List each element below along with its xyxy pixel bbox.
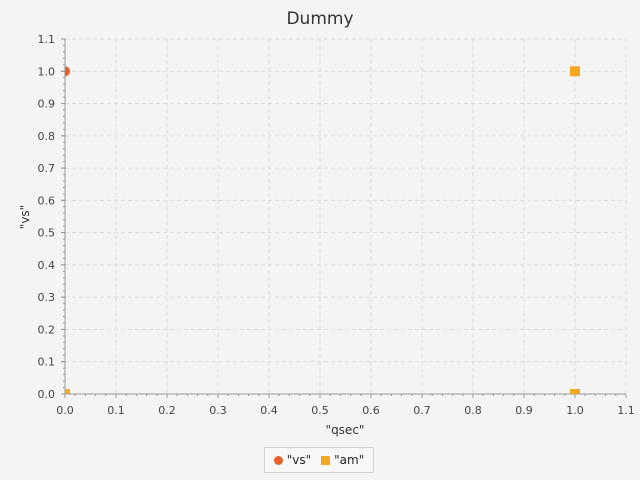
x-tick-label: 0.7 xyxy=(413,404,431,417)
data-point-circle xyxy=(65,66,70,77)
legend-item-vs: "vs" xyxy=(273,453,312,467)
x-tick-label: 0.6 xyxy=(362,404,380,417)
x-tick-label: 0.8 xyxy=(464,404,482,417)
data-point-square xyxy=(570,389,580,394)
data-point-square xyxy=(570,66,580,77)
y-tick-label: 1.0 xyxy=(38,65,56,78)
y-tick-label: 0.8 xyxy=(38,130,56,143)
plot-area xyxy=(65,39,626,394)
square-marker-icon xyxy=(321,455,331,465)
circle-marker-icon xyxy=(273,455,283,465)
y-tick-label: 0.7 xyxy=(38,162,56,175)
x-tick-label: 1.0 xyxy=(566,404,584,417)
x-tick-labels: 0.0 0.1 0.2 0.3 0.4 0.5 0.6 0.7 0.8 0.9 1.0 1.1 xyxy=(56,404,635,417)
y-tick-label: 0.0 xyxy=(38,388,56,401)
axes xyxy=(61,38,627,398)
x-tick-label: 1.1 xyxy=(617,404,635,417)
legend-item-am: "am" xyxy=(321,453,364,467)
x-tick-label: 0.3 xyxy=(209,404,227,417)
x-tick-label: 0.4 xyxy=(260,404,278,417)
x-tick-label: 0.1 xyxy=(107,404,125,417)
y-tick-label: 0.3 xyxy=(38,291,56,304)
y-axis-label: "vs" xyxy=(18,205,32,229)
y-tick-label: 0.6 xyxy=(38,194,56,207)
data-point-square xyxy=(65,389,70,394)
y-tick-label: 1.1 xyxy=(38,33,56,46)
chart-title: Dummy xyxy=(286,9,353,29)
x-axis-label: "qsec" xyxy=(326,423,365,437)
y-tick-label: 0.5 xyxy=(38,227,56,240)
y-tick-label: 0.9 xyxy=(38,98,56,111)
x-tick-label: 0.0 xyxy=(56,404,74,417)
legend: "vs" "am" xyxy=(264,447,374,473)
x-tick-label: 0.9 xyxy=(515,404,533,417)
x-tick-label: 0.5 xyxy=(311,404,329,417)
data-points xyxy=(65,66,580,394)
point-layer xyxy=(65,66,580,394)
y-tick-label: 0.1 xyxy=(38,356,56,369)
legend-label-am: "am" xyxy=(334,453,365,467)
legend-label-vs: "vs" xyxy=(286,453,312,467)
y-tick-labels: 0.0 0.1 0.2 0.3 0.4 0.5 0.6 0.7 0.8 0.9 1.0 1.1 xyxy=(38,33,56,401)
y-tick-label: 0.2 xyxy=(38,323,56,336)
y-tick-label: 0.4 xyxy=(38,259,56,272)
grid-lines xyxy=(65,38,627,394)
x-tick-label: 0.2 xyxy=(158,404,176,417)
